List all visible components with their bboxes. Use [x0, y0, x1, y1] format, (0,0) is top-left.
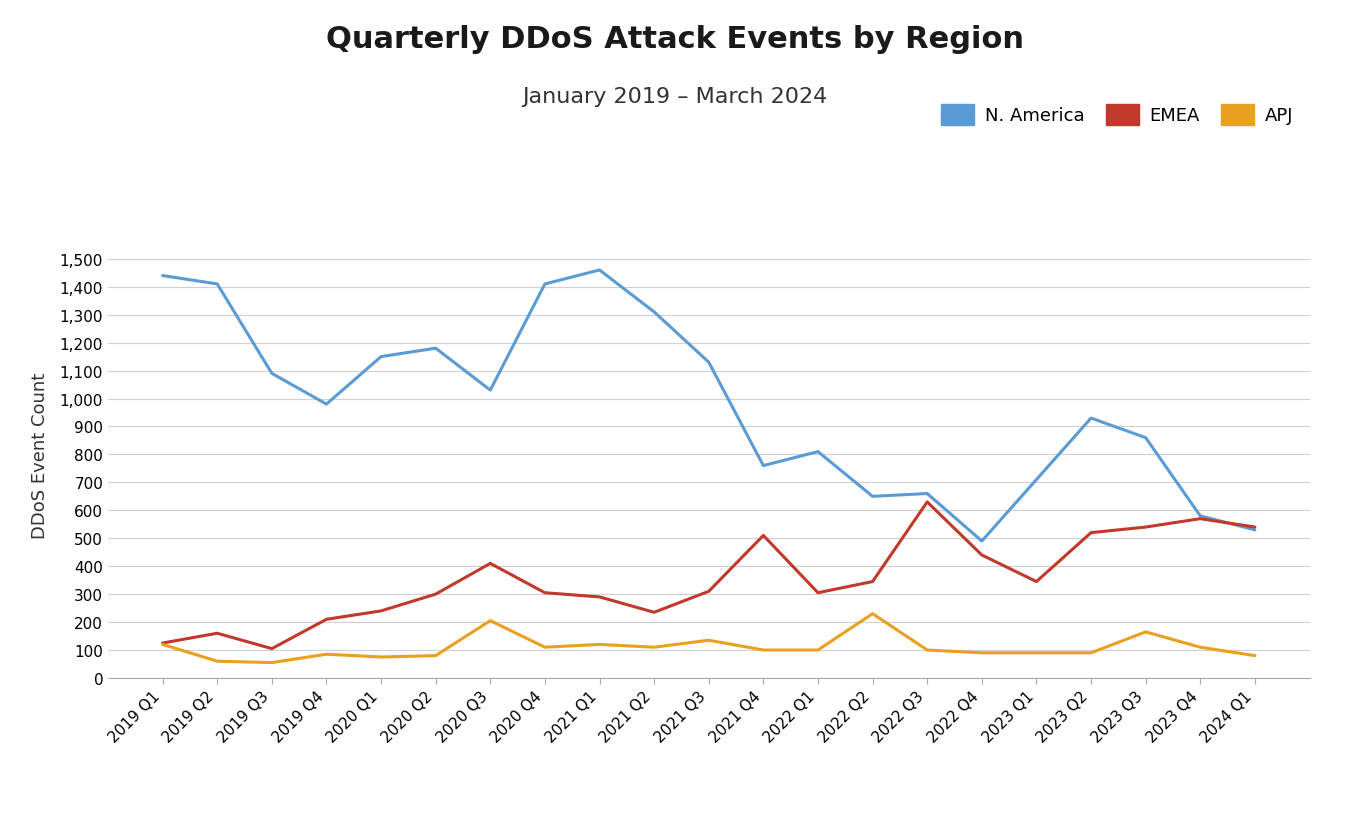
- N. America: [537, 280, 554, 289]
- EMEA: [1138, 523, 1154, 533]
- EMEA: [1083, 528, 1099, 538]
- Y-axis label: DDoS Event Count: DDoS Event Count: [31, 372, 49, 538]
- EMEA: [263, 644, 279, 654]
- EMEA: [755, 531, 771, 541]
- EMEA: [373, 606, 389, 616]
- APJ: [154, 640, 170, 650]
- EMEA: [428, 590, 444, 600]
- N. America: [1083, 414, 1099, 423]
- APJ: [864, 609, 880, 619]
- EMEA: [482, 559, 498, 569]
- N. America: [428, 344, 444, 354]
- EMEA: [591, 592, 608, 602]
- APJ: [1192, 643, 1208, 653]
- APJ: [755, 645, 771, 655]
- APJ: [482, 616, 498, 626]
- EMEA: [537, 588, 554, 598]
- EMEA: [319, 614, 335, 624]
- Line: APJ: APJ: [162, 614, 1256, 662]
- N. America: [263, 369, 279, 379]
- EMEA: [1029, 577, 1045, 587]
- Text: Quarterly DDoS Attack Events by Region: Quarterly DDoS Attack Events by Region: [325, 25, 1025, 54]
- APJ: [810, 645, 826, 655]
- Text: January 2019 – March 2024: January 2019 – March 2024: [522, 87, 828, 107]
- EMEA: [154, 638, 170, 648]
- N. America: [973, 537, 990, 547]
- APJ: [537, 643, 554, 653]
- N. America: [919, 489, 936, 499]
- APJ: [373, 653, 389, 662]
- N. America: [1192, 511, 1208, 521]
- N. America: [154, 271, 170, 281]
- APJ: [919, 645, 936, 655]
- N. America: [1029, 475, 1045, 485]
- EMEA: [1192, 514, 1208, 524]
- EMEA: [810, 588, 826, 598]
- APJ: [973, 648, 990, 658]
- N. America: [810, 447, 826, 457]
- N. America: [1247, 525, 1264, 535]
- APJ: [319, 649, 335, 659]
- APJ: [1138, 627, 1154, 637]
- APJ: [209, 657, 225, 667]
- EMEA: [701, 586, 717, 596]
- EMEA: [864, 577, 880, 587]
- APJ: [591, 640, 608, 650]
- N. America: [864, 492, 880, 502]
- Line: EMEA: EMEA: [162, 502, 1256, 649]
- APJ: [428, 651, 444, 661]
- EMEA: [973, 551, 990, 561]
- N. America: [701, 358, 717, 368]
- N. America: [482, 385, 498, 395]
- APJ: [701, 635, 717, 645]
- N. America: [755, 461, 771, 471]
- APJ: [647, 643, 663, 653]
- N. America: [209, 280, 225, 289]
- N. America: [1138, 433, 1154, 443]
- Legend: N. America, EMEA, APJ: N. America, EMEA, APJ: [934, 98, 1300, 133]
- N. America: [319, 399, 335, 409]
- Line: N. America: N. America: [162, 270, 1256, 542]
- N. America: [373, 352, 389, 362]
- N. America: [647, 308, 663, 318]
- APJ: [1247, 651, 1264, 661]
- APJ: [1029, 648, 1045, 658]
- EMEA: [1247, 523, 1264, 533]
- EMEA: [209, 629, 225, 638]
- APJ: [263, 657, 279, 667]
- EMEA: [647, 608, 663, 618]
- APJ: [1083, 648, 1099, 658]
- EMEA: [919, 497, 936, 507]
- N. America: [591, 265, 608, 275]
